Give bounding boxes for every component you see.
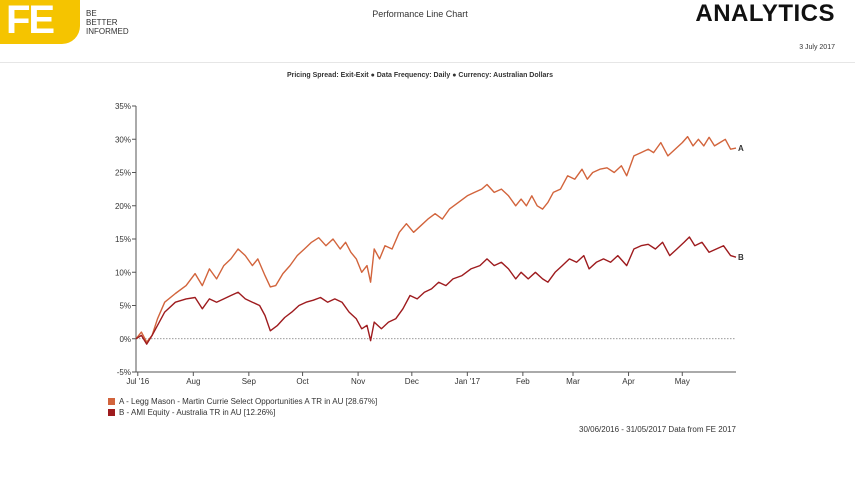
- y-tick-label: 5%: [119, 302, 131, 311]
- series-end-label: B: [738, 253, 744, 262]
- y-tick-label: -5%: [117, 368, 131, 377]
- y-tick-label: 10%: [115, 268, 131, 277]
- legend-item-b: B - AMI Equity - Australia TR in AU [12.…: [108, 407, 377, 418]
- tagline-line: BETTER: [86, 18, 118, 27]
- logo-tagline: BE BETTER INFORMED: [86, 9, 129, 36]
- x-tick-label: Dec: [405, 377, 419, 386]
- x-tick-label: Sep: [242, 377, 257, 386]
- x-tick-label: Nov: [351, 377, 365, 386]
- y-tick-label: 20%: [115, 202, 131, 211]
- x-tick-label: Jan '17: [455, 377, 481, 386]
- legend-swatch-b: [108, 409, 115, 416]
- x-tick-label: Jul '16: [126, 377, 149, 386]
- series-line-b: [135, 236, 737, 345]
- y-tick-label: 0%: [119, 335, 131, 344]
- logo-text: FE: [6, 0, 55, 42]
- report-date: 3 July 2017: [799, 44, 835, 51]
- x-tick-label: Aug: [186, 377, 200, 386]
- tagline-line: INFORMED: [86, 27, 129, 36]
- data-source-note: 30/06/2016 - 31/05/2017 Data from FE 201…: [579, 425, 736, 434]
- x-tick-label: May: [675, 377, 690, 386]
- x-tick-label: Feb: [516, 377, 530, 386]
- page-title: Performance Line Chart: [372, 9, 468, 19]
- x-tick-label: Oct: [296, 377, 309, 386]
- y-tick-label: 25%: [115, 169, 131, 178]
- tagline-line: BE: [86, 9, 97, 18]
- x-tick-label: Mar: [566, 377, 580, 386]
- y-tick-label: 35%: [115, 102, 131, 111]
- fe-logo: FE: [0, 0, 80, 44]
- chart-parameters: Pricing Spread: Exit-Exit ● Data Frequen…: [286, 72, 554, 79]
- x-tick-label: Apr: [622, 377, 635, 386]
- chart-legend: A - Legg Mason - Martin Currie Select Op…: [108, 396, 377, 418]
- series-line-a: [135, 135, 737, 343]
- series-end-label: A: [738, 144, 744, 153]
- legend-item-a: A - Legg Mason - Martin Currie Select Op…: [108, 396, 377, 407]
- y-tick-label: 30%: [115, 135, 131, 144]
- legend-label-a: A - Legg Mason - Martin Currie Select Op…: [119, 397, 378, 406]
- y-tick-label: 15%: [115, 235, 131, 244]
- header-divider: [0, 62, 855, 63]
- legend-swatch-a: [108, 398, 115, 405]
- brand-name: ANALYTICS: [695, 0, 835, 27]
- legend-label-b: B - AMI Equity - Australia TR in AU [12.…: [119, 408, 276, 417]
